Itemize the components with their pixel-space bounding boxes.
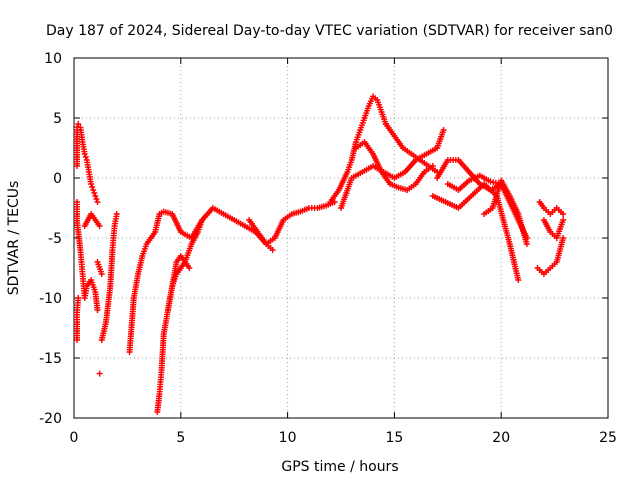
data-point bbox=[186, 265, 193, 271]
data-point bbox=[94, 199, 101, 205]
data-point bbox=[89, 184, 96, 190]
series-sat-d bbox=[81, 211, 103, 229]
series-sat-k bbox=[246, 199, 338, 247]
x-tick-label: 20 bbox=[492, 430, 510, 446]
data-point bbox=[75, 295, 82, 301]
data-point bbox=[91, 190, 98, 196]
data-point bbox=[523, 241, 530, 247]
series-sat-j bbox=[164, 253, 193, 313]
x-tick-label: 5 bbox=[176, 430, 185, 446]
data-point bbox=[440, 127, 447, 133]
x-tick-label: 0 bbox=[70, 430, 79, 446]
y-tick-label: 0 bbox=[53, 171, 62, 187]
y-axis-label: SDTVAR / TECUs bbox=[6, 181, 22, 296]
y-tick-label: 10 bbox=[44, 51, 62, 67]
series-sat-e bbox=[98, 211, 120, 343]
y-tick-label: -10 bbox=[39, 291, 62, 307]
data-point bbox=[75, 121, 82, 127]
series-sat-u bbox=[536, 199, 567, 217]
series-sat-n bbox=[352, 139, 436, 193]
series-sat-i bbox=[154, 217, 206, 415]
series-sat-c bbox=[74, 295, 82, 343]
data-point bbox=[90, 187, 97, 193]
data-point bbox=[82, 154, 89, 160]
data-point bbox=[560, 217, 567, 223]
data-point bbox=[93, 196, 100, 202]
data-point bbox=[94, 307, 101, 313]
series-sat-b bbox=[74, 199, 101, 313]
y-tick-label: -5 bbox=[48, 231, 62, 247]
series-sat-v bbox=[540, 217, 567, 241]
data-points bbox=[74, 93, 567, 415]
data-point bbox=[98, 271, 105, 277]
data-point bbox=[96, 370, 103, 377]
data-point bbox=[92, 193, 99, 199]
y-tick-label: -15 bbox=[39, 351, 62, 367]
series-sat-s bbox=[481, 177, 530, 247]
data-point bbox=[81, 151, 88, 157]
series-sat-f bbox=[94, 259, 105, 277]
chart-title: Day 187 of 2024, Sidereal Day-to-day VTE… bbox=[46, 23, 613, 39]
axis-ticks: 0 5 10 15 20 25 -20 -15 -10 -5 0 5 10 bbox=[39, 51, 617, 446]
series-sat-a bbox=[74, 121, 101, 205]
series-sat-g bbox=[96, 370, 103, 377]
series-sat-q bbox=[429, 181, 522, 283]
data-point bbox=[560, 235, 567, 241]
series-sat-p bbox=[434, 157, 505, 193]
x-tick-label: 10 bbox=[279, 430, 297, 446]
data-point bbox=[515, 277, 522, 283]
data-point bbox=[199, 217, 206, 223]
series-sat-l bbox=[327, 93, 389, 205]
data-point bbox=[96, 223, 103, 229]
y-tick-label: 5 bbox=[53, 111, 62, 127]
series-sat-o bbox=[382, 121, 441, 175]
series-sat-t bbox=[534, 235, 567, 277]
x-tick-label: 15 bbox=[385, 430, 403, 446]
x-tick-label: 25 bbox=[599, 430, 617, 446]
y-tick-label: -20 bbox=[39, 411, 62, 427]
data-point bbox=[88, 181, 95, 187]
data-point bbox=[269, 247, 276, 253]
data-point bbox=[560, 211, 567, 217]
data-point bbox=[113, 211, 120, 217]
x-axis-label: GPS time / hours bbox=[281, 459, 398, 475]
